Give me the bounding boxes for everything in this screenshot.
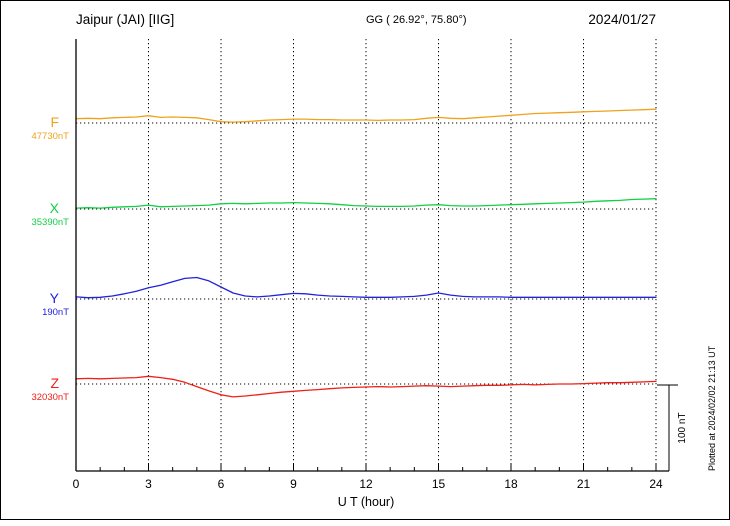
component-label-Z: Z — [50, 375, 59, 391]
plotted-at-note: Plotted at 2024/02/02 21:13 UT — [707, 345, 717, 471]
x-tick-label-18: 18 — [504, 477, 518, 491]
x-tick-label-12: 12 — [359, 477, 373, 491]
x-tick-label-24: 24 — [649, 477, 663, 491]
component-label-Y: Y — [50, 290, 60, 306]
station-title: Jaipur (JAI) [IIG] — [76, 12, 174, 27]
baseline-value-label-F: 47730nT — [31, 131, 69, 142]
baseline-value-label-Z: 32030nT — [31, 392, 69, 403]
baseline-value-label-Y: 190nT — [42, 307, 69, 318]
x-tick-label-0: 0 — [73, 477, 80, 491]
component-label-F: F — [50, 114, 59, 130]
trace-Y — [75, 276, 657, 299]
trace-X — [75, 198, 657, 209]
trace-F — [75, 108, 657, 123]
x-tick-label-21: 21 — [577, 477, 591, 491]
baseline-value-label-X: 35390nT — [31, 217, 69, 228]
component-label-X: X — [50, 200, 60, 216]
trace-Z — [75, 375, 657, 398]
baselines-layer — [76, 122, 656, 385]
plot-date: 2024/01/27 — [588, 12, 656, 27]
scale-bar-label: 100 nT — [677, 412, 688, 443]
gridlines-layer — [148, 39, 657, 471]
traces-layer — [75, 108, 657, 398]
x-axis-title: U T (hour) — [338, 495, 395, 509]
x-tick-label-15: 15 — [432, 477, 446, 491]
x-tick-label-9: 9 — [290, 477, 297, 491]
x-tick-label-6: 6 — [218, 477, 225, 491]
x-ticks-layer: 0 3 6 9 12 15 18 21 24 — [73, 464, 663, 491]
geo-coordinates: GG ( 26.92°, 75.80°) — [366, 14, 467, 26]
x-tick-label-3: 3 — [145, 477, 152, 491]
